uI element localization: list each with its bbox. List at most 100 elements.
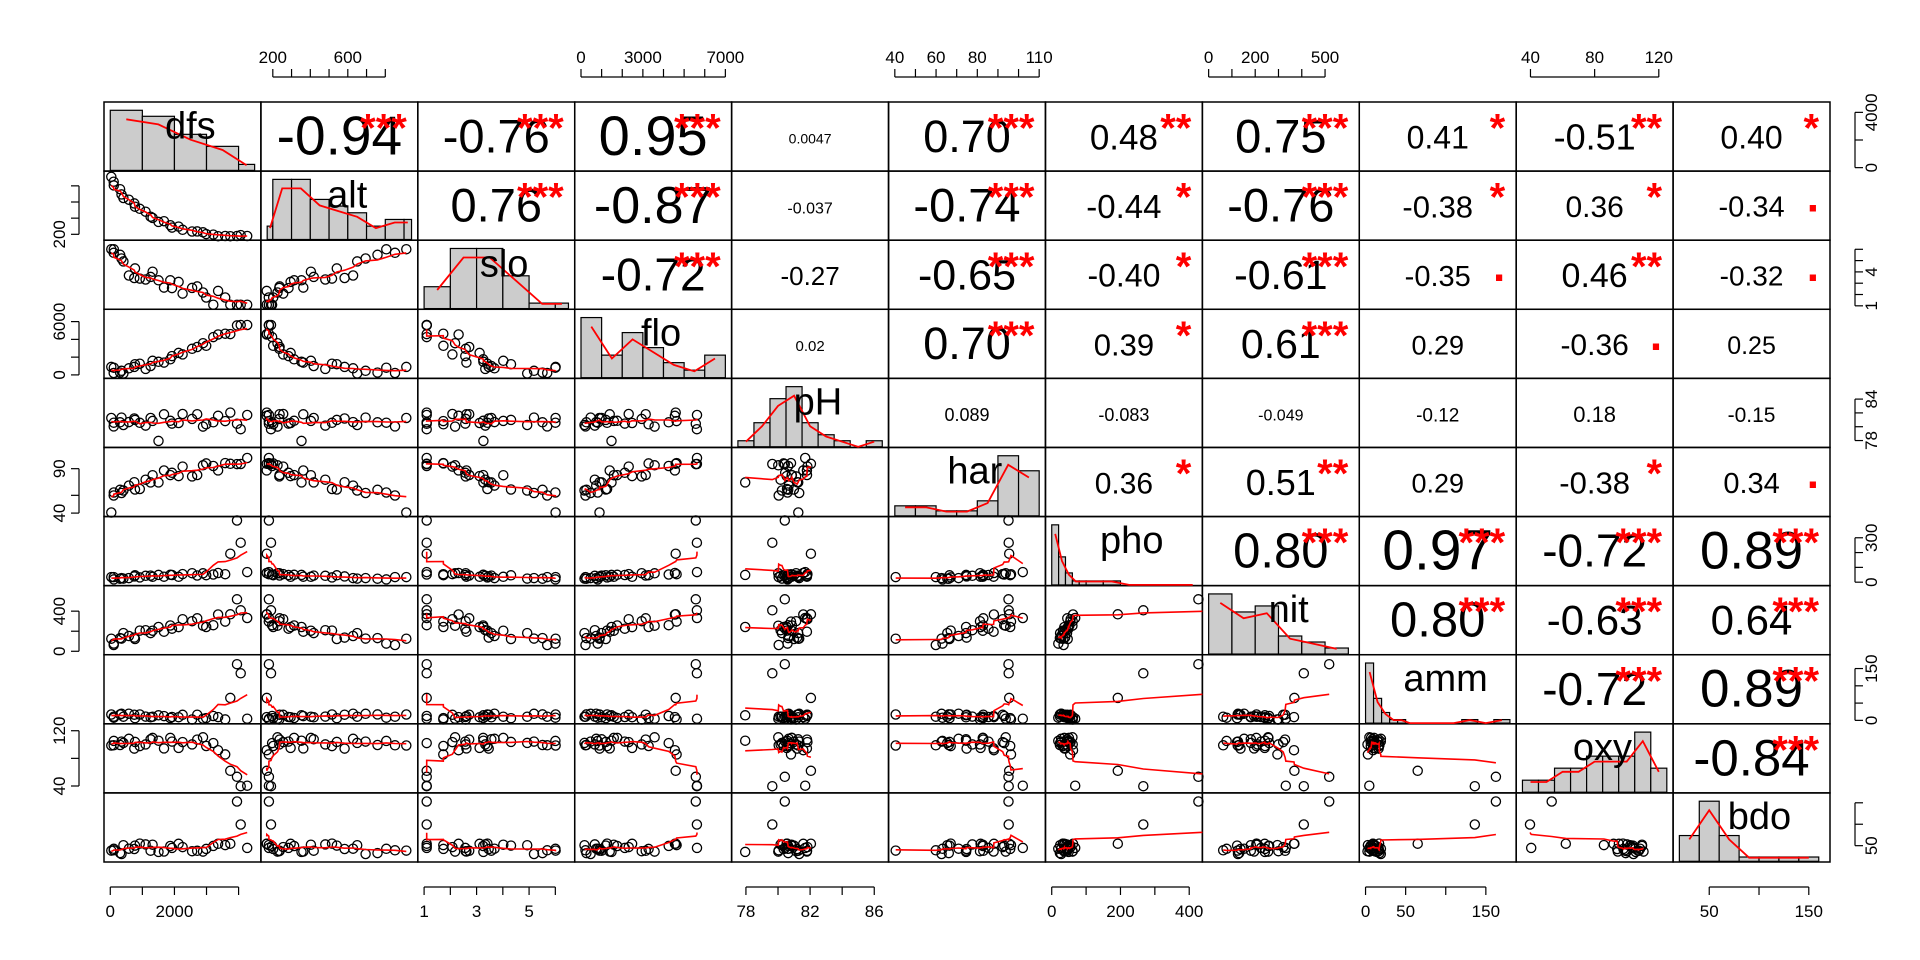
point-flo-slo-22	[438, 340, 449, 352]
point-oxy-nit-29	[1280, 780, 1292, 791]
point-bdo-nit-28	[1298, 819, 1310, 830]
point-nit-pho-28	[1138, 605, 1149, 616]
correlation-value-slo-nit: -0.61	[1234, 252, 1327, 298]
point-oxy-har-29	[1017, 780, 1029, 791]
point-amm-slo-25	[438, 714, 449, 725]
point-bdo-flo-28	[691, 819, 703, 830]
point-bdo-oxy-20	[1632, 845, 1644, 857]
point-oxy-slo-2	[550, 735, 561, 747]
point-slo-dfs-15	[165, 275, 176, 286]
panel-slo-alt	[260, 239, 419, 311]
point-pH-slo-4	[528, 412, 540, 423]
point-pho-flo-29	[691, 566, 703, 578]
point-pH-alt-20	[274, 408, 285, 420]
panel-bdo-oxy	[1515, 792, 1674, 863]
point-nit-flo-2	[592, 638, 603, 649]
point-har-flo-29	[691, 452, 703, 464]
point-amm-nit-8	[1231, 712, 1243, 724]
point-pho-alt-28	[265, 537, 277, 548]
point-oxy-dfs-28	[235, 780, 246, 792]
point-pho-alt-0	[401, 571, 412, 583]
point-oxy-alt-23	[266, 737, 278, 749]
point-bdo-har-8	[944, 840, 955, 851]
point-slo-dfs-26	[225, 299, 236, 310]
correlation-value-amm-bdo: 0.89	[1700, 660, 1803, 719]
significance-stars-pho-bdo: ***	[1772, 521, 1819, 565]
point-oxy-alt-26	[261, 765, 273, 777]
point-flo-alt-2	[381, 362, 392, 373]
top-tick-label-alt-1: 600	[334, 48, 362, 67]
significance-stars-amm-oxy: ***	[1615, 659, 1662, 703]
correlation-value-har-amm: 0.29	[1411, 469, 1464, 499]
point-alt-dfs-8	[129, 201, 141, 212]
hist-bar-amm-0	[1364, 662, 1375, 724]
smooth-line-bdo-oxy	[1529, 832, 1644, 851]
point-bdo-pho-25	[1064, 839, 1076, 851]
smooth-line-har-pH	[745, 466, 812, 486]
point-flo-dfs-8	[129, 358, 141, 370]
point-bdo-slo-29	[421, 842, 432, 854]
significance-stars-oxy-bdo: ***	[1772, 728, 1819, 772]
significance-stars-nit-oxy: ***	[1615, 590, 1662, 634]
point-pH-alt-14	[298, 409, 309, 420]
point-nit-slo-12	[498, 625, 509, 636]
point-har-dfs-1	[108, 490, 119, 501]
point-slo-alt-0	[401, 243, 412, 255]
hist-bar-flo-6	[704, 354, 726, 379]
point-pH-dfs-14	[158, 409, 170, 420]
point-flo-alt-9	[326, 358, 338, 369]
point-oxy-har-28	[1003, 780, 1014, 792]
point-oxy-pH-27	[779, 771, 791, 783]
top-tick-label-alt-0: 200	[259, 48, 287, 67]
point-nit-slo-6	[489, 630, 500, 642]
point-pho-alt-27	[263, 515, 275, 526]
point-pho-flo-27	[690, 515, 702, 526]
point-oxy-amm-25	[1362, 749, 1374, 760]
point-bdo-slo-20	[463, 845, 475, 857]
point-nit-dfs-23	[208, 619, 219, 631]
top-tick-label-har-0: 40	[885, 48, 904, 67]
point-bdo-oxy-29	[1525, 842, 1537, 854]
point-amm-dfs-9	[134, 709, 146, 720]
top-tick-label-har-1: 60	[927, 48, 946, 67]
point-nit-slo-17	[474, 621, 485, 633]
bottom-tick-label-pH-2: 86	[865, 902, 884, 921]
point-amm-alt-24	[261, 711, 272, 723]
point-alt-dfs-1	[108, 176, 119, 187]
point-bdo-flo-27	[690, 796, 702, 807]
point-bdo-alt-12	[305, 839, 317, 850]
smooth-line-oxy-alt	[265, 740, 407, 772]
smooth-line-slo-dfs	[110, 252, 248, 305]
point-har-slo-20	[463, 469, 475, 481]
panel-oxy-alt	[260, 723, 419, 794]
smooth-line-oxy-nit	[1223, 741, 1330, 775]
point-nit-pho-11	[1061, 627, 1073, 639]
smooth-line-amm-flo	[584, 694, 698, 719]
point-oxy-slo-12	[498, 732, 509, 744]
panel-pho-pH	[730, 515, 890, 587]
smooth-line-oxy-pho	[1057, 739, 1203, 775]
point-pho-pH-29	[799, 566, 811, 578]
point-pho-dfs-29	[241, 566, 253, 578]
variable-label-pho: pho	[1100, 520, 1163, 562]
point-har-pH-24	[798, 465, 809, 476]
panel-pho-har	[887, 515, 1047, 587]
point-bdo-slo-19	[460, 845, 471, 857]
significance-stars-flo-har: ***	[988, 314, 1035, 358]
point-bdo-nit-23	[1263, 840, 1275, 852]
significance-stars-alt-slo: ***	[517, 176, 564, 220]
point-amm-pH-26	[805, 692, 817, 704]
point-oxy-flo-14	[604, 743, 615, 754]
smooth-line-har-slo	[425, 463, 557, 497]
point-har-alt-9	[326, 483, 338, 495]
smooth-line-amm-alt	[265, 696, 407, 718]
point-bdo-har-20	[978, 845, 989, 857]
point-har-dfs-17	[173, 470, 184, 482]
point-bdo-dfs-28	[235, 819, 246, 830]
significance-stars-slo-flo: ***	[674, 245, 721, 289]
smooth-line-amm-slo	[425, 694, 557, 719]
right-tick-label-pH-1: 84	[1862, 390, 1881, 409]
panel-oxy-pH	[730, 723, 890, 794]
point-oxy-alt-21	[272, 732, 283, 743]
point-amm-dfs-25	[219, 714, 231, 725]
